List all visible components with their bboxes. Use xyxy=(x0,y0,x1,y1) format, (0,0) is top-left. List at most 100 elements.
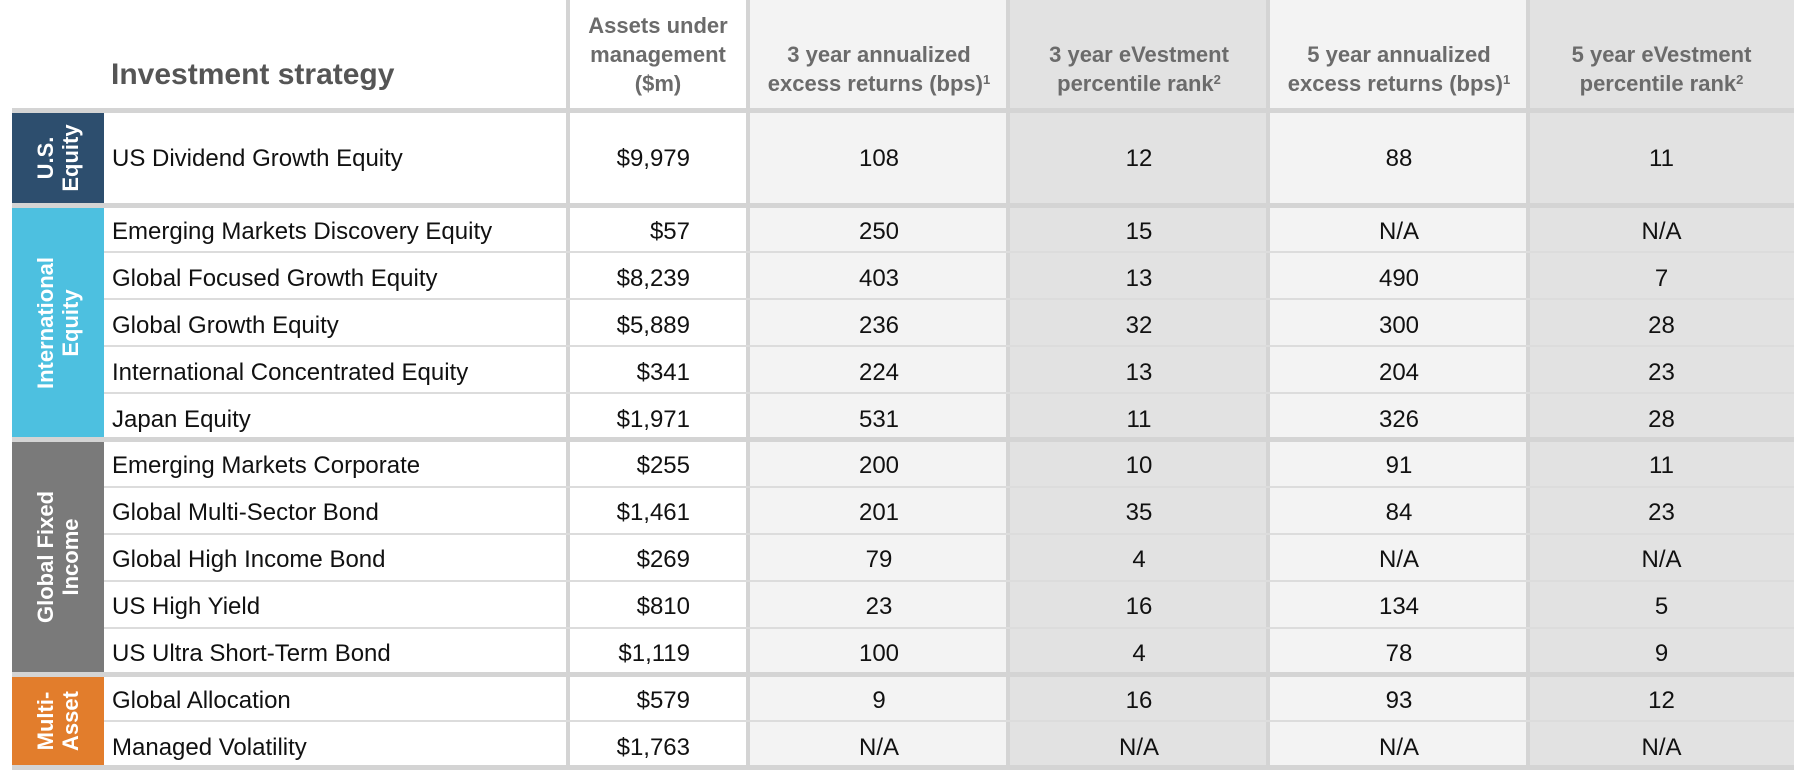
rank3-value: 13 xyxy=(1125,265,1153,292)
aum-value: $810 xyxy=(636,593,690,620)
group-label-line: Equity xyxy=(58,288,83,357)
ret3-value: 200 xyxy=(858,452,900,479)
ret5-value: N/A xyxy=(1378,734,1419,761)
group-label-line: Global Fixed xyxy=(33,490,58,624)
rank3-value: 10 xyxy=(1125,452,1153,479)
header-aum: Assets under management ($m) xyxy=(570,11,746,98)
ret3-value: 23 xyxy=(865,593,893,620)
rank5-value: 5 xyxy=(1654,593,1669,620)
ret5-value: 326 xyxy=(1378,406,1420,433)
ret3-value: 9 xyxy=(872,687,886,714)
row-divider xyxy=(104,627,1794,629)
strategy-name: Japan Equity xyxy=(112,406,251,433)
group-label-line: Income xyxy=(58,518,83,596)
col-divider xyxy=(1006,0,1010,770)
col-band-ret5 xyxy=(1269,0,1529,770)
rank5-value: 11 xyxy=(1649,145,1674,172)
ret3-value: 201 xyxy=(858,499,900,526)
rank5-value: N/A xyxy=(1641,546,1682,573)
row-divider xyxy=(104,533,1794,535)
ret3-value: 224 xyxy=(858,359,900,386)
header-3yr-returns-text: excess returns (bps) xyxy=(767,71,983,96)
group-label-line: Asset xyxy=(58,691,83,751)
group-label-line: Multi- xyxy=(33,691,58,751)
header-5yr-returns: 5 year annualized excess returns (bps)1 xyxy=(1269,40,1529,98)
rank3-value: 11 xyxy=(1126,406,1152,433)
aum-value: $9,979 xyxy=(616,145,690,172)
group-tab-global-fixed-income: Global Fixed Income xyxy=(12,442,104,672)
rank5-value: 11 xyxy=(1649,452,1674,479)
col-divider xyxy=(1526,0,1530,770)
ret3-value: 250 xyxy=(858,218,900,245)
ret3-value: 236 xyxy=(858,312,900,339)
strategy-name: Global High Income Bond xyxy=(112,546,386,573)
header-aum-line: management xyxy=(590,42,726,67)
ret5-value: 204 xyxy=(1378,359,1420,386)
header-aum-line: Assets under xyxy=(588,13,728,38)
footnote-marker: 1 xyxy=(982,72,991,87)
aum-value: $57 xyxy=(649,218,690,245)
header-3yr-rank-line: 3 year eVestment xyxy=(1049,42,1229,67)
header-divider xyxy=(12,108,1794,113)
rank3-value: N/A xyxy=(1118,734,1159,761)
rank5-value: 23 xyxy=(1648,499,1675,526)
table-bottom-rule xyxy=(12,765,1794,770)
header-5yr-returns-line: 5 year annualized xyxy=(1307,42,1491,67)
strategy-name: Global Allocation xyxy=(112,687,291,714)
strategy-name: Global Focused Growth Equity xyxy=(112,265,438,292)
rank5-value: N/A xyxy=(1641,734,1682,761)
group-tab-multi-asset: Multi- Asset xyxy=(12,677,104,765)
col-band-rank3 xyxy=(1009,0,1269,770)
rank3-value: 15 xyxy=(1125,218,1153,245)
aum-value: $341 xyxy=(636,359,690,386)
ret5-value: 300 xyxy=(1378,312,1420,339)
strategy-name: Emerging Markets Discovery Equity xyxy=(112,218,493,245)
strategy-name: US Dividend Growth Equity xyxy=(112,145,403,172)
col-divider xyxy=(746,0,750,770)
ret5-value: 88 xyxy=(1385,145,1413,172)
header-5yr-rank-text: percentile rank xyxy=(1579,71,1737,96)
aum-value: $1,119 xyxy=(618,640,690,667)
group-label-multi-asset: Multi- Asset xyxy=(33,691,83,751)
aum-value: $269 xyxy=(636,546,690,573)
ret5-value: N/A xyxy=(1378,546,1419,573)
rank3-value: 4 xyxy=(1132,640,1146,667)
footnote-marker: 2 xyxy=(1736,72,1744,87)
ret3-value: 100 xyxy=(858,640,900,667)
group-label-line: U.S. xyxy=(33,136,58,180)
header-5yr-rank: 5 year eVestment percentile rank2 xyxy=(1529,40,1794,98)
aum-value: $8,239 xyxy=(616,265,690,292)
col-divider xyxy=(1266,0,1270,770)
ret5-value: 134 xyxy=(1378,593,1420,620)
aum-value: $5,889 xyxy=(616,312,690,339)
ret3-value: 531 xyxy=(858,406,900,433)
row-divider xyxy=(104,720,1794,722)
rank3-value: 16 xyxy=(1125,687,1153,714)
strategy-name: International Concentrated Equity xyxy=(112,359,469,386)
footnote-marker: 2 xyxy=(1213,72,1221,87)
group-label-line: Equity xyxy=(58,124,83,192)
header-5yr-rank-line: 5 year eVestment xyxy=(1571,42,1752,67)
strategy-name: Global Growth Equity xyxy=(112,312,339,339)
col-band-rank5 xyxy=(1529,0,1794,770)
row-divider xyxy=(104,298,1794,300)
group-tab-international-equity: International Equity xyxy=(12,208,104,437)
footnote-marker: 1 xyxy=(1502,72,1511,87)
strategy-name: Global Multi-Sector Bond xyxy=(112,499,379,526)
aum-value: $255 xyxy=(636,452,690,479)
row-divider xyxy=(104,486,1794,488)
strategy-name: Managed Volatility xyxy=(112,734,307,761)
ret5-value: 84 xyxy=(1385,499,1413,526)
group-tab-us-equity: U.S. Equity xyxy=(12,113,104,203)
ret5-value: N/A xyxy=(1378,218,1419,245)
strategy-name: US Ultra Short-Term Bond xyxy=(112,640,391,667)
ret3-value: 79 xyxy=(865,546,893,573)
group-divider xyxy=(12,437,1794,442)
header-3yr-rank: 3 year eVestment percentile rank2 xyxy=(1009,40,1269,98)
rank5-value: 28 xyxy=(1648,406,1675,433)
header-3yr-returns-line: 3 year annualized xyxy=(787,42,971,67)
row-divider xyxy=(104,345,1794,347)
row-divider xyxy=(104,251,1794,253)
header-5yr-returns-line: excess returns (bps)1 xyxy=(1269,69,1529,98)
